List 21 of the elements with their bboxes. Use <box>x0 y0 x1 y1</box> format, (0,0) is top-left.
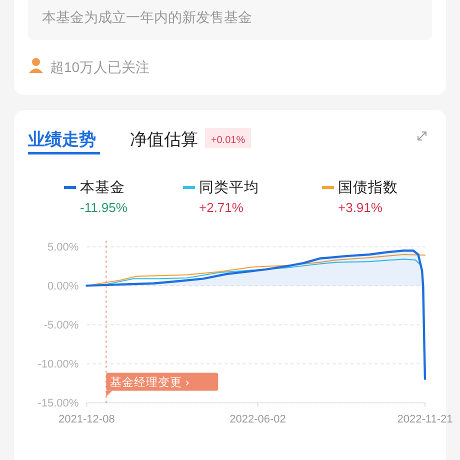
y-tick-label: 0.00% <box>47 280 79 293</box>
y-tick-label: -5.00% <box>44 320 79 332</box>
y-tick-label: -10.00% <box>38 358 79 371</box>
y-tick-label: 5.00% <box>47 242 79 254</box>
text: 本基金为成立一年内的新发售基金 <box>42 9 252 25</box>
ref-line-label: 基金经理变更 › <box>110 375 190 390</box>
y-tick-label: -15.00% <box>38 398 79 410</box>
text: +0.01% <box>210 135 246 146</box>
x-tick-label: 2022-11-21 <box>397 414 453 426</box>
legend-label: 同类平均 <box>199 179 259 196</box>
text: 超10万人已关注 <box>50 59 150 75</box>
legend-label: 国债指数 <box>338 179 398 196</box>
chart-title: 业绩走势 <box>27 130 96 149</box>
line-series <box>86 254 426 286</box>
text: +2.71% <box>199 200 244 215</box>
text: +3.91% <box>338 200 383 215</box>
x-tick-label: 2022-06-02 <box>230 414 286 426</box>
text: -11.95% <box>80 200 128 215</box>
chart-subtitle: 净值估算 <box>130 130 198 149</box>
x-tick-label: 2021-12-08 <box>58 414 115 426</box>
legend-label: 本基金 <box>80 179 125 196</box>
